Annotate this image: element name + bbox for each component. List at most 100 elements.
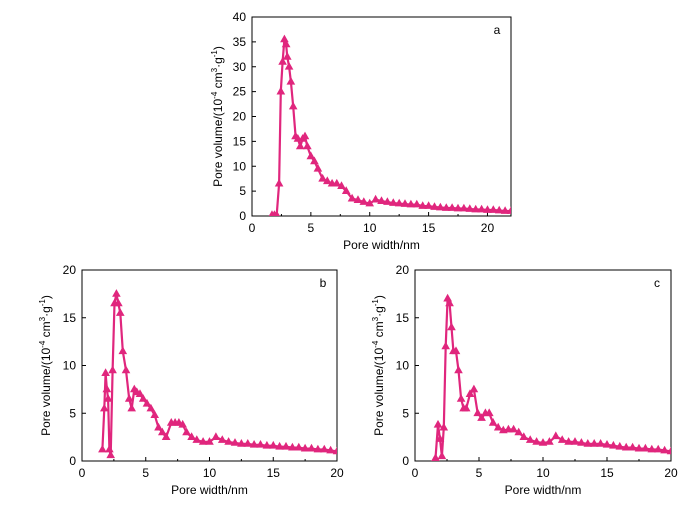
data-point-marker — [318, 173, 327, 182]
data-point-marker — [445, 298, 454, 307]
data-point-marker — [483, 205, 492, 213]
data-point-marker — [192, 435, 202, 443]
x-tick-label: 0 — [79, 466, 86, 480]
data-point-marker — [102, 384, 112, 393]
data-point-marker — [158, 427, 167, 436]
y-tick-label: 15 — [233, 134, 247, 148]
data-point-marker — [281, 39, 291, 48]
data-point-marker — [647, 444, 657, 453]
y-axis-label: Pore volume/(10-4 cm3·g-1) — [38, 295, 53, 436]
x-tick-label: 20 — [664, 466, 678, 480]
data-point-marker — [161, 432, 171, 440]
data-point-marker — [284, 62, 294, 70]
data-point-marker — [353, 195, 363, 203]
plot-frame — [251, 16, 512, 217]
data-point-marker — [493, 422, 503, 431]
y-axis-label-part: -4 — [371, 340, 380, 348]
data-point-marker — [465, 204, 475, 212]
y-tick-label: 5 — [239, 184, 246, 198]
y-axis-label-part: 3 — [371, 316, 380, 321]
data-point-marker — [471, 204, 480, 213]
series-line — [101, 292, 337, 457]
data-point-marker — [430, 202, 439, 210]
data-point-marker — [187, 432, 196, 440]
y-tick-label: 20 — [396, 263, 410, 277]
data-point-marker — [115, 308, 125, 316]
data-point-marker — [447, 203, 457, 211]
data-point-marker — [441, 341, 450, 350]
data-point-marker — [418, 201, 427, 209]
data-point-marker — [628, 442, 637, 451]
data-point-marker — [514, 427, 523, 436]
x-tick-label: 20 — [330, 466, 344, 480]
data-point-marker — [577, 438, 586, 446]
data-point-marker — [545, 437, 554, 445]
data-point-marker — [300, 443, 310, 452]
data-point-marker — [394, 198, 404, 207]
data-point-marker — [347, 193, 357, 202]
data-point-marker — [433, 419, 443, 428]
data-point-marker — [326, 445, 335, 454]
data-point-marker — [377, 196, 386, 204]
data-point-marker — [124, 394, 134, 402]
data-point-marker — [371, 194, 380, 203]
data-point-marker — [101, 368, 110, 376]
data-point-marker — [118, 346, 128, 355]
data-point-marker — [435, 434, 445, 442]
data-point-marker — [436, 202, 445, 211]
data-point-marker — [274, 178, 284, 187]
x-tick-label: 10 — [203, 466, 217, 480]
data-point-marker — [615, 441, 625, 450]
data-point-marker — [198, 437, 208, 445]
data-point-marker — [459, 203, 469, 212]
data-point-marker — [319, 444, 329, 453]
data-point-marker — [256, 440, 265, 448]
data-point-marker — [431, 453, 440, 461]
data-point-marker — [182, 427, 191, 436]
data-point-marker — [300, 131, 310, 140]
data-point-marker — [666, 446, 671, 455]
data-point-marker — [205, 437, 214, 445]
data-point-marker — [283, 52, 292, 60]
data-point-marker — [243, 439, 253, 447]
y-axis-label-part: ·g — [39, 306, 53, 317]
data-point-marker — [465, 389, 475, 397]
data-point-marker — [477, 413, 486, 421]
data-point-marker — [281, 441, 291, 450]
data-point-marker — [127, 403, 136, 412]
series-group — [98, 289, 337, 459]
data-point-marker — [484, 408, 494, 417]
x-axis-label: Pore width/nm — [171, 483, 248, 497]
data-point-marker — [596, 439, 605, 447]
data-point-marker — [453, 203, 463, 212]
data-point-marker — [114, 298, 123, 307]
data-point-marker — [142, 398, 152, 407]
data-point-marker — [307, 443, 316, 452]
y-axis-label-part: Pore volume/(10 — [211, 99, 225, 187]
y-tick-label: 10 — [396, 359, 410, 373]
data-point-marker — [454, 365, 463, 374]
y-axis-label-part: ·g — [372, 306, 386, 317]
data-point-marker — [276, 86, 286, 95]
y-axis-label: Pore volume/(10-4 cm3·g-1) — [371, 295, 386, 436]
plot-frame — [81, 269, 338, 462]
series-line — [434, 297, 671, 459]
data-point-marker — [332, 178, 342, 187]
y-tick-label: 0 — [239, 209, 246, 223]
data-point-marker — [105, 444, 114, 453]
data-point-marker — [262, 440, 272, 449]
data-point-marker — [365, 198, 374, 207]
x-tick-label: 15 — [600, 466, 614, 480]
data-point-marker — [280, 34, 289, 43]
y-axis-label-part: cm — [372, 321, 386, 340]
data-point-marker — [303, 141, 312, 150]
data-point-marker — [538, 438, 548, 446]
y-tick-label: 40 — [233, 10, 247, 24]
data-point-marker — [406, 199, 416, 208]
data-point-marker — [621, 442, 631, 451]
y-axis-label-part: ) — [372, 295, 386, 299]
data-point-marker — [424, 201, 433, 209]
data-point-marker — [108, 365, 117, 374]
data-point-marker — [103, 394, 113, 402]
data-point-marker — [273, 210, 280, 216]
